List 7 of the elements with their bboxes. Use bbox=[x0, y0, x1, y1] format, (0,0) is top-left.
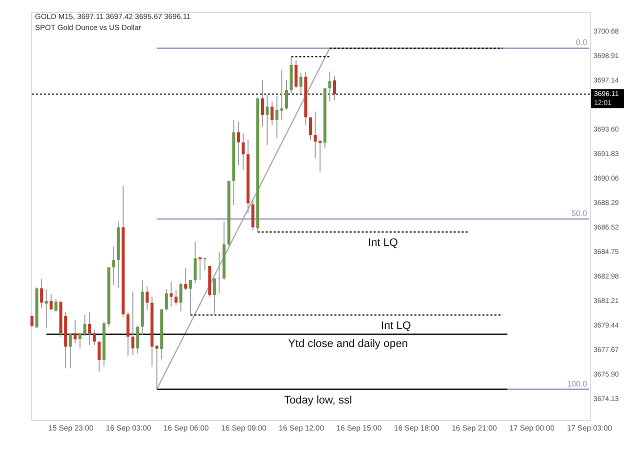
annotation: Int LQ bbox=[368, 236, 398, 249]
annotation: Ytd close and daily open bbox=[288, 338, 408, 350]
series-label: 50.0 bbox=[571, 208, 588, 218]
annotation: Today low, ssl bbox=[284, 394, 352, 406]
series-label: 100.0 bbox=[567, 379, 588, 388]
series-label: 0.0 bbox=[576, 38, 588, 48]
annotation: Int LQ bbox=[381, 320, 412, 332]
